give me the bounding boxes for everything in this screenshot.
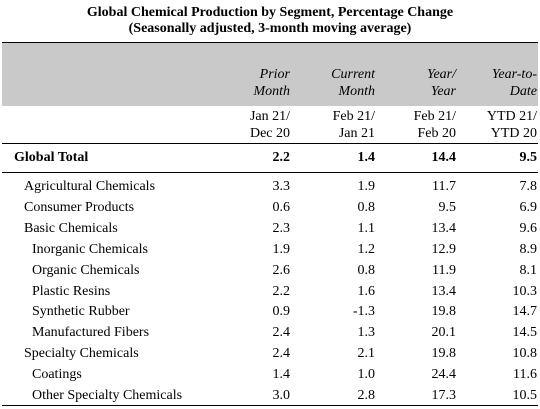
table-row: Organic Chemicals 2.6 0.8 11.9 8.1 — [0, 260, 540, 281]
cell-value: 2.2 — [272, 150, 291, 165]
cell-value: 17.3 — [431, 388, 457, 403]
cell-value: 2.6 — [272, 262, 291, 278]
cell-value: 9.6 — [519, 220, 538, 236]
cell-value: 11.7 — [432, 179, 456, 194]
cell-value: 3.3 — [272, 179, 291, 194]
cell-value: 0.8 — [357, 262, 376, 278]
col-dates-current-month: Feb 21/Jan 21 — [332, 109, 375, 141]
cell-value: 2.4 — [272, 325, 291, 341]
cell-value: 10.5 — [512, 388, 538, 403]
row-label: Coatings — [32, 367, 82, 383]
table-row: Inorganic Chemicals 1.9 1.2 12.9 8.9 — [0, 239, 540, 260]
cell-value: 8.1 — [519, 262, 538, 278]
table-bottom-rule — [2, 405, 538, 406]
table-row: Synthetic Rubber 0.9 -1.3 19.8 14.7 — [0, 301, 540, 322]
cell-value: -1.3 — [352, 304, 375, 320]
cell-value: 14.4 — [431, 150, 457, 165]
table-row: Manufactured Fibers 2.4 1.3 20.1 14.5 — [0, 322, 540, 343]
col-header-current-month: Current Month — [331, 67, 375, 99]
cell-value: 2.3 — [272, 220, 291, 236]
table-row: Coatings 1.4 1.0 24.4 11.6 — [0, 364, 540, 385]
cell-value: 3.0 — [272, 388, 291, 403]
cell-value: 20.1 — [431, 325, 457, 341]
cell-value: 19.8 — [431, 304, 457, 320]
cell-value: 0.8 — [357, 199, 376, 215]
cell-value: 1.3 — [357, 325, 376, 341]
row-label: Basic Chemicals — [24, 220, 118, 236]
cell-value: 13.4 — [431, 283, 457, 299]
total-row: Global Total 2.2 1.4 14.4 9.5 — [0, 147, 540, 168]
row-label: Plastic Resins — [32, 283, 111, 299]
header-top-rule — [2, 42, 538, 43]
col-dates-year-year: Feb 21/Feb 20 — [413, 109, 456, 141]
cell-value: 8.9 — [519, 241, 538, 257]
row-label: Agricultural Chemicals — [24, 179, 156, 194]
cell-value: 2.4 — [272, 346, 291, 362]
col-header-year-year: Year/Year — [426, 67, 456, 99]
row-label: Organic Chemicals — [32, 262, 140, 278]
cell-value: 19.8 — [431, 346, 457, 362]
row-label: Global Total — [14, 150, 89, 165]
cell-value: 9.5 — [519, 150, 538, 165]
col-dates-prior-month: Jan 21/Dec 20 — [249, 109, 290, 141]
row-label: Specialty Chemicals — [24, 346, 139, 362]
table-row: Agricultural Chemicals 3.3 1.9 11.7 7.8 — [0, 176, 540, 197]
cell-value: 1.6 — [357, 283, 376, 299]
row-label: Other Specialty Chemicals — [32, 388, 183, 403]
cell-value: 10.8 — [512, 346, 538, 362]
col-dates-year-to-date: YTD 21/YTD 20 — [486, 109, 537, 141]
table-row: Consumer Products 0.6 0.8 9.5 6.9 — [0, 197, 540, 218]
cell-value: 0.6 — [272, 199, 291, 215]
cell-value: 1.2 — [357, 241, 376, 257]
row-label: Manufactured Fibers — [32, 325, 150, 341]
row-label: Inorganic Chemicals — [32, 241, 148, 257]
total-bottom-rule — [2, 172, 538, 173]
col-header-year-to-date: Year-to- Date — [491, 67, 537, 99]
table-row: Specialty Chemicals 2.4 2.1 19.8 10.8 — [0, 343, 540, 364]
cell-value: 7.8 — [519, 179, 538, 194]
cell-value: 1.4 — [272, 367, 291, 383]
cell-value: 9.5 — [438, 199, 457, 215]
cell-value: 11.6 — [513, 367, 537, 383]
cell-value: 14.7 — [512, 304, 538, 320]
cell-value: 0.9 — [272, 304, 291, 320]
row-label: Synthetic Rubber — [32, 304, 130, 320]
cell-value: 14.5 — [512, 325, 538, 341]
cell-value: 11.9 — [432, 262, 456, 278]
table-subtitle: (Seasonally adjusted, 3-month moving ave… — [128, 21, 412, 36]
cell-value: 2.8 — [357, 388, 376, 403]
table-row: Other Specialty Chemicals 3.0 2.8 17.3 10.5 — [0, 385, 540, 406]
cell-value: 1.0 — [357, 367, 376, 383]
cell-value: 2.2 — [272, 283, 291, 299]
cell-value: 1.1 — [357, 220, 376, 236]
col-header-prior-month: Prior Month — [253, 67, 290, 99]
cell-value: 6.9 — [519, 199, 538, 215]
cell-value: 12.9 — [431, 241, 457, 257]
cell-value: 1.9 — [272, 241, 291, 257]
header-band — [2, 43, 538, 106]
cell-value: 2.1 — [357, 346, 376, 362]
cell-value: 13.4 — [431, 220, 457, 236]
cell-value: 1.9 — [357, 179, 376, 194]
row-label: Consumer Products — [24, 199, 135, 215]
cell-value: 10.3 — [512, 283, 538, 299]
cell-value: 1.4 — [357, 150, 376, 165]
table-row: Basic Chemicals 2.3 1.1 13.4 9.6 — [0, 218, 540, 239]
cell-value: 24.4 — [431, 367, 457, 383]
header-bottom-rule — [2, 143, 538, 144]
table-title: Global Chemical Production by Segment, P… — [86, 5, 454, 20]
table-row: Plastic Resins 2.2 1.6 13.4 10.3 — [0, 281, 540, 302]
